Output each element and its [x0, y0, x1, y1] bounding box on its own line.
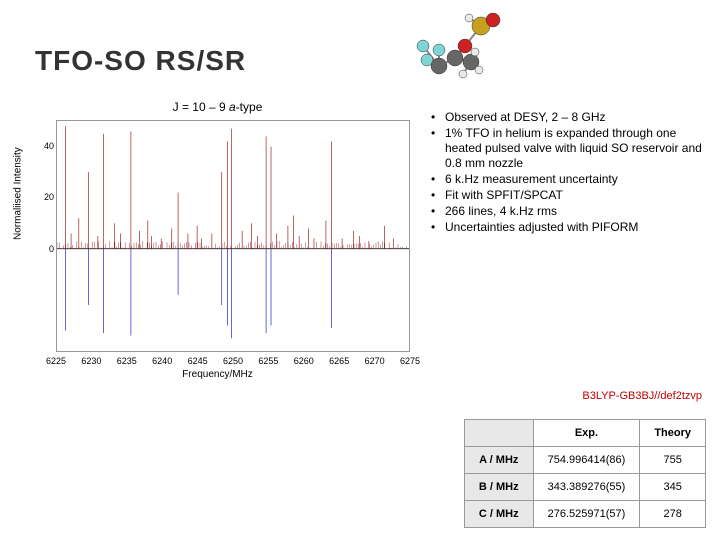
x-axis-label: Frequency/MHz — [20, 369, 415, 380]
table-header-row: Exp.Theory — [464, 420, 705, 447]
notes-item: 266 lines, 4 k.Hz rms — [431, 204, 706, 219]
table-cell: 755 — [640, 447, 706, 474]
spectrum-chart: J = 10 – 9 a-type Normaliised Intensity … — [20, 100, 415, 380]
x-tick: 6265 — [329, 356, 349, 366]
notes-item: Observed at DESY, 2 – 8 GHz — [431, 110, 706, 125]
table-body: A / MHz754.996414(86)755B / MHz343.38927… — [464, 447, 705, 528]
x-tick: 6250 — [223, 356, 243, 366]
spectrum-svg — [57, 121, 409, 351]
chart-title-suffix: -type — [236, 100, 263, 114]
x-tick: 6270 — [365, 356, 385, 366]
y-axis-label: Normaliised Intensity — [13, 147, 24, 240]
table-cell: B / MHz — [464, 474, 533, 501]
notes-item: Fit with SPFIT/SPCAT — [431, 188, 706, 203]
chart-title-prefix: J = 10 – 9 — [173, 100, 229, 114]
x-tick: 6245 — [188, 356, 208, 366]
x-tick: 6230 — [81, 356, 101, 366]
chart-title: J = 10 – 9 a-type — [20, 100, 415, 114]
constants-table: Exp.Theory A / MHz754.996414(86)755B / M… — [464, 419, 706, 528]
chart-plot-area — [56, 120, 410, 352]
molecule-diagram — [405, 8, 525, 93]
chart-title-ital: a — [229, 100, 236, 114]
x-tick: 6240 — [152, 356, 172, 366]
table-cell: 345 — [640, 474, 706, 501]
table-row: B / MHz343.389276(55)345 — [464, 474, 705, 501]
x-tick: 6235 — [117, 356, 137, 366]
y-tick: 20 — [40, 192, 54, 202]
table-row: C / MHz276.525971(57)278 — [464, 501, 705, 528]
table-cell: 278 — [640, 501, 706, 528]
slide-title: TFO-SO RS/SR — [35, 45, 246, 77]
x-tick: 6275 — [400, 356, 420, 366]
notes-panel: Observed at DESY, 2 – 8 GHz1% TFO in hel… — [431, 110, 706, 236]
table-cell: 754.996414(86) — [533, 447, 640, 474]
notes-item: 6 k.Hz measurement uncertainty — [431, 172, 706, 187]
table-header-cell: Exp. — [533, 420, 640, 447]
table-cell: C / MHz — [464, 501, 533, 528]
x-tick: 6255 — [258, 356, 278, 366]
table-row: A / MHz754.996414(86)755 — [464, 447, 705, 474]
table-cell: A / MHz — [464, 447, 533, 474]
table-cell: 276.525971(57) — [533, 501, 640, 528]
table-header-cell — [464, 420, 533, 447]
notes-item: 1% TFO in helium is expanded through one… — [431, 126, 706, 171]
y-tick: 40 — [40, 141, 54, 151]
notes-item: Uncertainties adjusted with PIFORM — [431, 220, 706, 235]
y-tick: 0 — [40, 244, 54, 254]
method-label: B3LYP-GB3BJ//def2tzvp — [582, 390, 702, 402]
x-tick: 6225 — [46, 356, 66, 366]
table-cell: 343.389276(55) — [533, 474, 640, 501]
notes-list: Observed at DESY, 2 – 8 GHz1% TFO in hel… — [431, 110, 706, 235]
table-header-cell: Theory — [640, 420, 706, 447]
x-tick: 6260 — [294, 356, 314, 366]
